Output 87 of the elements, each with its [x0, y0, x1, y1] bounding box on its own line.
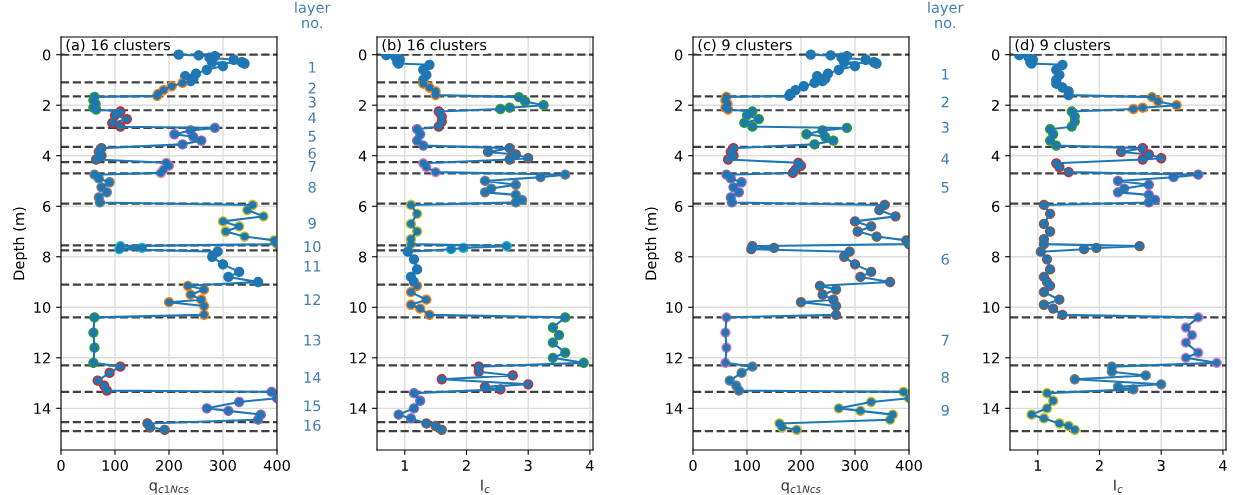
text: 1 [942, 68, 949, 80]
x-tick-label: 3 [524, 459, 532, 472]
text: 13 [304, 334, 321, 346]
y-axis-title: Depth (m) [645, 207, 660, 280]
x-axis-title: I$_{c}$ [481, 479, 490, 493]
y-tick-label: 0 [358, 49, 367, 61]
y-tick-label: 12 [666, 352, 682, 364]
text: 8 [308, 181, 316, 193]
y-tick-label: 4 [42, 150, 51, 162]
y-tick-label: 14 [350, 403, 367, 414]
y-tick-label: 8 [991, 251, 1000, 263]
x-tick-label: 100 [734, 459, 760, 472]
y-tick-label: 0 [991, 49, 1000, 61]
y-tick-label: 6 [675, 200, 683, 212]
x-tick-label: 400 [895, 459, 922, 472]
text: 2 [308, 82, 316, 94]
y-tick-label: 2 [992, 99, 999, 111]
y-tick-label: 14 [34, 403, 51, 414]
text: 15 [304, 400, 321, 412]
y-tick-label: 14 [983, 403, 1000, 414]
x-tick-label: 0 [689, 459, 697, 472]
text: 7 [308, 161, 316, 172]
y-tick-label: 8 [674, 251, 683, 263]
y-tick-label: 8 [358, 251, 367, 263]
x-tick-label: 4 [585, 460, 594, 471]
chart-title: (c) 9 clusters [698, 39, 792, 53]
chart-title: (a) 16 clusters [66, 39, 170, 53]
y-tick-label: 12 [983, 352, 999, 364]
text: 5 [308, 130, 316, 142]
y-tick-label: 10 [666, 302, 683, 314]
x-axis-title: q$_{c1Ncs}$ [781, 482, 821, 494]
x-tick-label: 300 [842, 459, 868, 472]
text: 3 [941, 121, 949, 133]
text: 8 [941, 371, 949, 383]
y-tick-label: 0 [42, 49, 51, 61]
y-tick-label: 14 [666, 403, 683, 414]
text: 6 [308, 147, 316, 159]
y-tick-label: 10 [34, 302, 51, 314]
y-axis-title: Depth (m) [13, 207, 28, 280]
x-tick-label: 2 [1095, 459, 1103, 471]
y-tick-label: 0 [674, 49, 683, 61]
y-tick-label: 10 [983, 302, 1000, 314]
y-tick-label: 6 [992, 200, 1000, 212]
text: layer no. [295, 1, 331, 29]
y-tick-label: 4 [991, 150, 1000, 162]
x-tick-label: 100 [102, 459, 128, 472]
text: 11 [304, 260, 321, 272]
y-tick-label: 2 [359, 99, 366, 111]
x-axis-title: I$_{c}$ [1114, 479, 1123, 493]
chart-title: (d) 9 clusters [1015, 39, 1110, 53]
y-tick-label: 12 [34, 352, 50, 364]
x-tick-label: 200 [156, 459, 182, 472]
y-tick-label: 12 [350, 352, 366, 364]
text: 7 [941, 334, 949, 346]
x-tick-label: 2 [462, 459, 470, 471]
x-tick-label: 1 [401, 460, 409, 471]
x-tick-label: 0 [57, 459, 65, 472]
x-tick-label: 4 [1218, 460, 1227, 471]
y-tick-label: 2 [43, 99, 50, 111]
y-tick-label: 2 [675, 99, 682, 111]
y-tick-label: 6 [359, 200, 367, 212]
text: 9 [941, 404, 949, 416]
y-tick-label: 4 [358, 150, 367, 162]
y-tick-label: 8 [42, 251, 51, 263]
text: 4 [308, 112, 317, 124]
y-tick-label: 4 [674, 150, 683, 162]
text: 9 [308, 217, 316, 229]
text: 16 [304, 419, 321, 431]
chart-title: (b) 16 clusters [382, 39, 487, 53]
text: 12 [304, 294, 321, 305]
text: 4 [941, 153, 950, 165]
x-tick-label: 300 [210, 459, 236, 472]
x-tick-label: 1 [1034, 460, 1042, 471]
text: 5 [941, 181, 949, 193]
y-tick-label: 6 [43, 200, 51, 212]
text: 1 [309, 61, 316, 73]
text: layer no. [928, 1, 964, 29]
x-axis-title: q$_{c1Ncs}$ [149, 482, 189, 494]
text: 2 [941, 96, 949, 108]
x-tick-label: 3 [1157, 459, 1165, 472]
text: 10 [304, 241, 321, 253]
text: 14 [304, 372, 321, 383]
text: 3 [308, 96, 316, 108]
y-tick-label: 10 [350, 302, 367, 314]
x-tick-label: 400 [263, 459, 290, 472]
x-tick-label: 200 [788, 459, 814, 472]
text: 6 [941, 253, 949, 265]
